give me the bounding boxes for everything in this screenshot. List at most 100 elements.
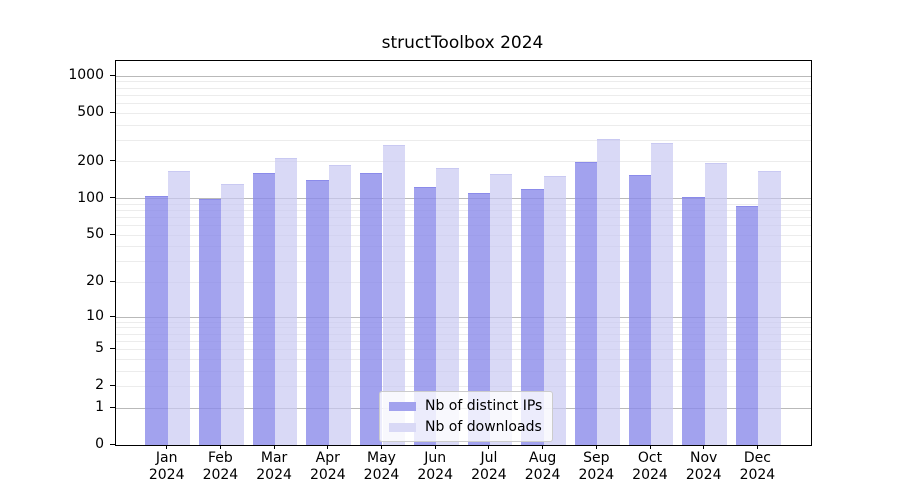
minor-gridline — [116, 348, 811, 350]
legend-label-distinct-ips: Nb of distinct IPs — [425, 398, 543, 414]
minor-gridline — [116, 203, 811, 205]
x-tick-mark — [327, 445, 329, 449]
y-tick-mark — [110, 347, 115, 349]
x-tick-mark — [542, 445, 544, 449]
bar-ips-dec — [736, 206, 759, 445]
y-tick-label-50: 50 — [86, 226, 104, 243]
major-gridline — [116, 75, 811, 77]
x-tick-label-feb: Feb 2024 — [202, 450, 239, 483]
y-tick-mark — [110, 406, 115, 408]
y-tick-label-1000: 1000 — [68, 67, 104, 84]
minor-gridline — [116, 225, 811, 227]
minor-gridline — [116, 321, 811, 323]
minor-gridline — [116, 281, 811, 283]
y-tick-label-500: 500 — [77, 104, 104, 121]
bar-downloads-dec — [758, 171, 781, 445]
bars-layer — [116, 61, 811, 445]
minor-gridline — [116, 94, 811, 96]
bar-ips-apr — [306, 179, 329, 445]
bar-downloads-may — [382, 145, 405, 445]
x-tick-label-dec: Dec 2024 — [739, 450, 776, 483]
x-tick-label-jan: Jan 2024 — [148, 450, 185, 483]
bar-ips-nov — [682, 196, 705, 445]
x-tick-label-nov: Nov 2024 — [685, 450, 722, 483]
bar-downloads-jul — [489, 173, 513, 445]
y-tick-mark — [110, 233, 115, 235]
x-tick-mark — [219, 445, 221, 449]
minor-gridline — [116, 340, 811, 342]
minor-gridline — [116, 370, 811, 372]
y-tick-label-5: 5 — [95, 340, 104, 357]
y-tick-label-0: 0 — [95, 436, 104, 452]
bar-ips-oct — [628, 175, 651, 445]
legend-swatch-downloads — [389, 422, 416, 432]
x-tick-label-aug: Aug 2024 — [524, 450, 561, 483]
legend-item-downloads: Nb of downloads — [389, 419, 542, 435]
x-tick-mark — [273, 445, 275, 449]
x-tick-label-jul: Jul 2024 — [471, 450, 507, 483]
y-tick-label-200: 200 — [77, 152, 104, 169]
y-tick-label-1: 1 — [95, 399, 104, 415]
minor-gridline — [116, 327, 811, 329]
minor-gridline — [116, 81, 811, 83]
y-tick-mark — [110, 160, 115, 162]
bar-downloads-oct — [651, 143, 674, 445]
minor-gridline — [116, 216, 811, 218]
minor-gridline — [116, 124, 811, 126]
bar-ips-sep — [574, 161, 598, 445]
bar-ips-feb — [199, 199, 222, 445]
y-tick-label-10: 10 — [86, 308, 104, 324]
minor-gridline — [116, 139, 811, 141]
y-tick-label-2: 2 — [95, 377, 104, 394]
bar-ips-mar — [252, 172, 276, 445]
plot-area: Nb of distinct IPs Nb of downloads — [115, 60, 812, 446]
x-tick-mark — [756, 445, 758, 449]
x-tick-label-may: May 2024 — [363, 450, 400, 483]
bar-ips-aug — [521, 189, 544, 445]
minor-gridline — [116, 234, 811, 236]
bar-downloads-nov — [704, 163, 728, 445]
x-tick-mark — [166, 445, 168, 449]
legend-label-downloads: Nb of downloads — [425, 419, 542, 435]
x-tick-mark — [649, 445, 651, 449]
x-tick-mark — [703, 445, 705, 449]
minor-gridline — [116, 87, 811, 89]
x-tick-label-oct: Oct 2024 — [632, 450, 668, 483]
bar-downloads-feb — [221, 183, 244, 445]
bar-downloads-sep — [597, 138, 620, 445]
bar-ips-may — [360, 173, 383, 445]
major-gridline — [116, 198, 811, 200]
minor-gridline — [116, 261, 811, 263]
minor-gridline — [116, 102, 811, 104]
y-tick-mark — [110, 280, 115, 282]
y-tick-mark — [110, 443, 115, 445]
y-tick-label-100: 100 — [77, 189, 104, 206]
bar-downloads-apr — [328, 165, 352, 445]
legend-item-distinct-ips: Nb of distinct IPs — [389, 398, 542, 414]
y-tick-mark — [110, 197, 115, 199]
x-tick-mark — [381, 445, 382, 449]
x-tick-mark — [488, 445, 490, 449]
x-tick-mark — [434, 445, 436, 449]
y-tick-mark — [110, 74, 115, 76]
minor-gridline — [116, 209, 811, 211]
x-tick-label-sep: Sep 2024 — [578, 450, 615, 483]
minor-gridline — [116, 246, 811, 248]
legend: Nb of distinct IPs Nb of downloads — [379, 391, 554, 442]
bar-ips-jul — [467, 192, 490, 445]
bar-ips-jun — [413, 187, 437, 445]
bar-ips-jan — [145, 196, 168, 445]
bar-downloads-aug — [543, 176, 566, 445]
minor-gridline — [116, 161, 811, 163]
x-tick-mark — [595, 445, 597, 449]
y-tick-mark — [110, 384, 115, 386]
legend-swatch-distinct-ips — [389, 401, 416, 411]
x-tick-label-apr: Apr 2024 — [309, 450, 346, 483]
x-tick-label-mar: Mar 2024 — [256, 450, 292, 483]
y-tick-label-20: 20 — [86, 273, 104, 290]
y-tick-mark — [110, 315, 115, 317]
bar-downloads-jun — [436, 167, 459, 445]
minor-gridline — [116, 385, 811, 387]
bar-downloads-mar — [275, 157, 298, 445]
